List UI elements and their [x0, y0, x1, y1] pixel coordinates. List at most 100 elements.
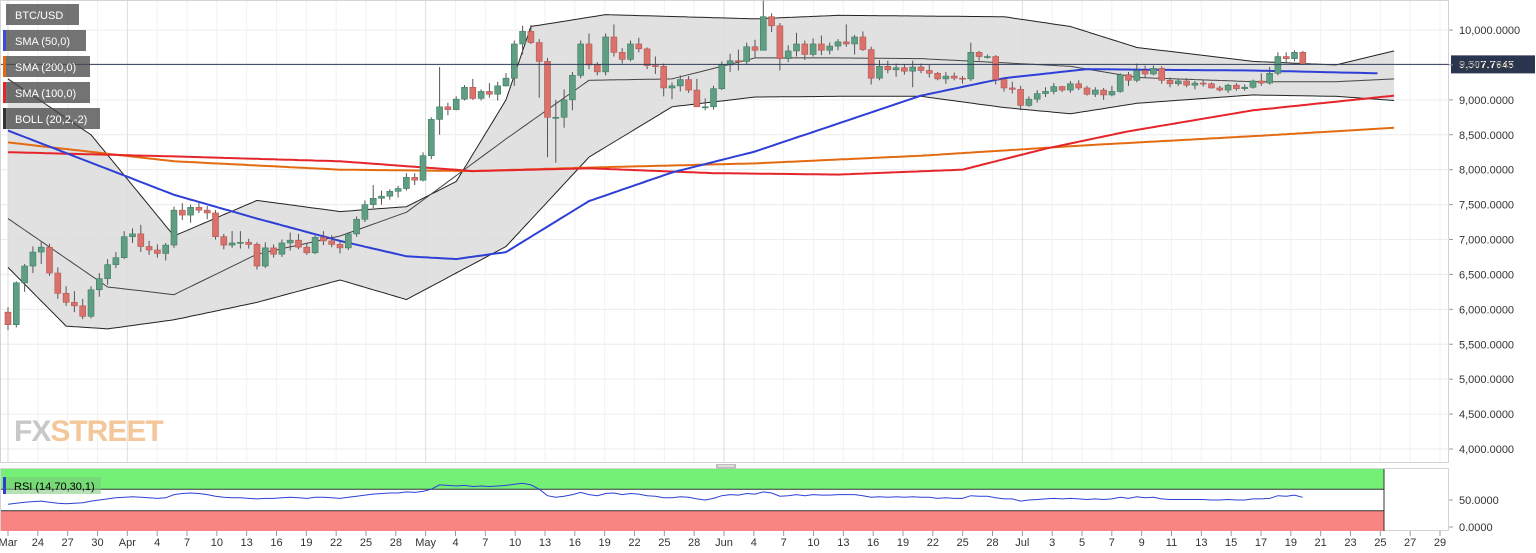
- candle-body: [386, 191, 394, 197]
- candles: [4, 0, 1307, 331]
- candle-body: [237, 241, 244, 244]
- candle: [1108, 85, 1116, 97]
- pane-resize-handle[interactable]: [716, 464, 736, 469]
- candle-body: [577, 43, 585, 76]
- candle: [104, 259, 111, 285]
- candle: [668, 82, 676, 100]
- candle-body: [502, 77, 510, 87]
- candle: [809, 38, 817, 57]
- indicator-labels[interactable]: BTC/USD SMA (50,0) SMA (200,0) SMA (100,0) B…: [3, 4, 100, 129]
- candle-body: [1092, 89, 1099, 95]
- x-tick-label: May: [415, 537, 436, 549]
- candle-body: [1125, 74, 1132, 81]
- candle-body: [1050, 86, 1058, 92]
- candle: [569, 71, 576, 111]
- candle-body: [228, 242, 236, 246]
- candle-body: [427, 119, 435, 156]
- x-tick-label: Jun: [715, 537, 733, 549]
- x-tick-label: 7: [781, 537, 787, 549]
- candle: [967, 42, 975, 81]
- candle: [344, 232, 352, 250]
- rsi-label-bg: [3, 477, 101, 494]
- candle-body: [245, 241, 252, 245]
- rsi-label-box[interactable]: RSI (14,70,30,1): [3, 477, 101, 494]
- candle: [361, 200, 369, 223]
- rsi-oversold-zone: [1, 510, 1384, 531]
- candle: [1033, 90, 1041, 103]
- candle-body: [652, 65, 659, 67]
- candle-body: [1266, 72, 1273, 84]
- candle-body: [286, 239, 294, 244]
- candle-body: [278, 242, 286, 255]
- candle-body: [328, 240, 336, 245]
- candle-body: [751, 46, 759, 51]
- x-tick-label: 28: [688, 537, 700, 549]
- x-tick-label: 16: [569, 537, 581, 549]
- rsi-axis: 0.0000 50.0000: [1449, 495, 1499, 534]
- candle-body: [120, 236, 128, 258]
- candle-body: [726, 60, 734, 66]
- candle-body: [1075, 83, 1082, 89]
- candle-body: [1133, 70, 1141, 81]
- candle: [1150, 65, 1157, 76]
- x-axis: Mar 24 27 30 Apr 4 7 10 13 16 19 22 25 28 May 4 7 10 13 16 1…: [0, 531, 1446, 549]
- candle: [585, 33, 593, 70]
- candle: [552, 99, 560, 163]
- candle-body: [826, 45, 834, 51]
- indicator-label[interactable]: SMA (50,0): [3, 30, 86, 51]
- candle: [253, 242, 261, 270]
- candle-body: [179, 209, 186, 216]
- candle: [1266, 67, 1273, 85]
- candle-body: [784, 50, 792, 59]
- candle-body: [170, 209, 178, 246]
- candle-body: [851, 36, 858, 45]
- candle-body: [411, 177, 419, 181]
- indicator-color-swatch: [3, 4, 6, 25]
- x-tick-label: 27: [62, 537, 74, 549]
- candle: [486, 83, 493, 98]
- candle-body: [834, 41, 842, 47]
- candle: [1133, 63, 1141, 83]
- candle: [170, 206, 178, 248]
- candle-body: [801, 43, 809, 55]
- indicator-label[interactable]: BTC/USD: [3, 4, 79, 25]
- candle-body: [353, 218, 360, 235]
- indicator-label[interactable]: SMA (200,0): [3, 56, 90, 77]
- price-line: 9,507.7645: [1, 55, 1535, 74]
- indicator-label[interactable]: BOLL (20,2,-2): [3, 108, 100, 129]
- candle-body: [735, 60, 742, 63]
- candle: [1092, 87, 1099, 98]
- x-tick-label: 25: [957, 537, 969, 549]
- candle-body: [743, 46, 751, 62]
- candle: [1282, 52, 1290, 64]
- candle-body: [1166, 79, 1174, 85]
- candle-body: [510, 43, 518, 79]
- indicator-label[interactable]: SMA (100,0): [3, 82, 90, 103]
- candle-body: [1017, 89, 1024, 106]
- x-tick-label: Mar: [0, 537, 18, 549]
- candle: [378, 190, 385, 205]
- candle: [394, 185, 402, 198]
- candle: [535, 39, 543, 98]
- candle: [71, 291, 78, 313]
- candle-body: [4, 311, 12, 325]
- x-tick-label: 22: [927, 537, 939, 549]
- candle-body: [71, 302, 78, 307]
- candle: [403, 173, 410, 191]
- candle: [776, 23, 784, 71]
- candle: [710, 85, 717, 110]
- candle-body: [469, 86, 477, 99]
- candle-body: [1141, 70, 1149, 75]
- candle-body: [394, 188, 402, 192]
- candle-body: [1108, 91, 1116, 96]
- indicator-color-swatch: [3, 82, 6, 103]
- candle: [427, 117, 435, 160]
- candle: [411, 173, 419, 186]
- candle-body: [270, 247, 277, 255]
- bollinger-upper: [7, 14, 1395, 237]
- candle: [1175, 78, 1182, 86]
- rsi-label[interactable]: RSI (14,70,30,1): [3, 477, 101, 494]
- candle: [751, 39, 759, 58]
- candle-body: [29, 251, 37, 267]
- candle-body: [295, 239, 302, 248]
